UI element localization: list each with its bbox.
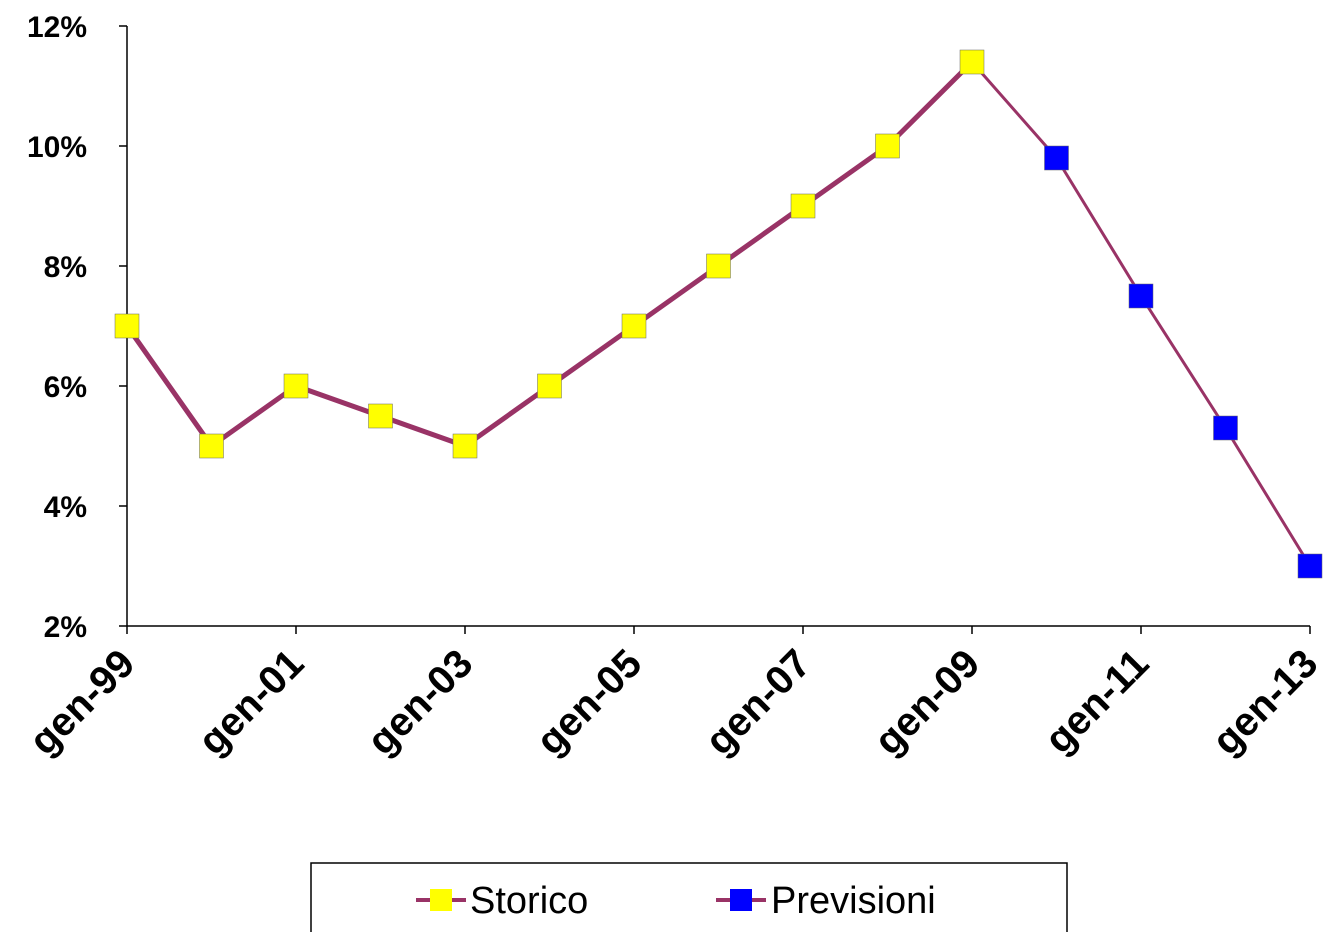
marker-storico xyxy=(875,133,900,159)
series-line-previsioni xyxy=(970,61,1312,567)
marker-storico xyxy=(537,373,562,399)
marker-storico xyxy=(452,433,478,459)
y-tick-label: 12% xyxy=(27,11,87,44)
marker-storico xyxy=(368,403,393,429)
x-tick-label: gen-99 xyxy=(21,641,143,763)
marker-storico xyxy=(790,193,816,219)
x-tick-label: gen-01 xyxy=(190,641,312,763)
marker-storico xyxy=(621,313,647,339)
x-tick-label: gen-05 xyxy=(528,641,650,763)
y-tick-label: 4% xyxy=(44,491,87,524)
legend-label-previsioni: Previsioni xyxy=(771,880,936,922)
legend-item-previsioni: Previsioni xyxy=(716,880,936,922)
y-tick-label: 10% xyxy=(27,131,87,164)
x-tick-label: gen-03 xyxy=(359,641,481,763)
marker-storico xyxy=(199,433,224,459)
marker-previsioni xyxy=(1297,553,1323,579)
legend-box xyxy=(310,862,1068,932)
y-axis-ticks: 2% 4% 6% 8% 10% 12% xyxy=(27,11,127,644)
legend-marker-storico xyxy=(430,889,452,911)
marker-storico xyxy=(959,49,985,75)
marker-storico xyxy=(283,373,309,399)
series-markers xyxy=(114,49,1323,579)
x-axis-ticks: gen-99 gen-01 gen-03 gen-05 gen-07 gen-09 gen-… xyxy=(21,626,1325,764)
y-tick-label: 8% xyxy=(44,251,87,284)
legend-marker-previsioni xyxy=(730,889,752,911)
legend-item-storico: Storico xyxy=(416,880,588,922)
axes xyxy=(126,26,1310,627)
x-tick-label: gen-09 xyxy=(866,641,988,763)
marker-previsioni xyxy=(1128,283,1154,309)
legend: Storico Previsioni xyxy=(310,862,1068,932)
y-tick-label: 2% xyxy=(44,611,87,644)
x-tick-label: gen-13 xyxy=(1204,641,1325,763)
y-tick-label: 6% xyxy=(44,371,87,404)
marker-storico xyxy=(114,313,140,339)
series-lines xyxy=(124,60,1312,567)
marker-previsioni xyxy=(1213,415,1238,441)
x-tick-label: gen-07 xyxy=(697,641,819,763)
marker-previsioni xyxy=(1044,145,1069,171)
marker-storico xyxy=(706,253,731,279)
legend-label-storico: Storico xyxy=(470,880,588,922)
x-tick-label: gen-11 xyxy=(1037,641,1158,762)
